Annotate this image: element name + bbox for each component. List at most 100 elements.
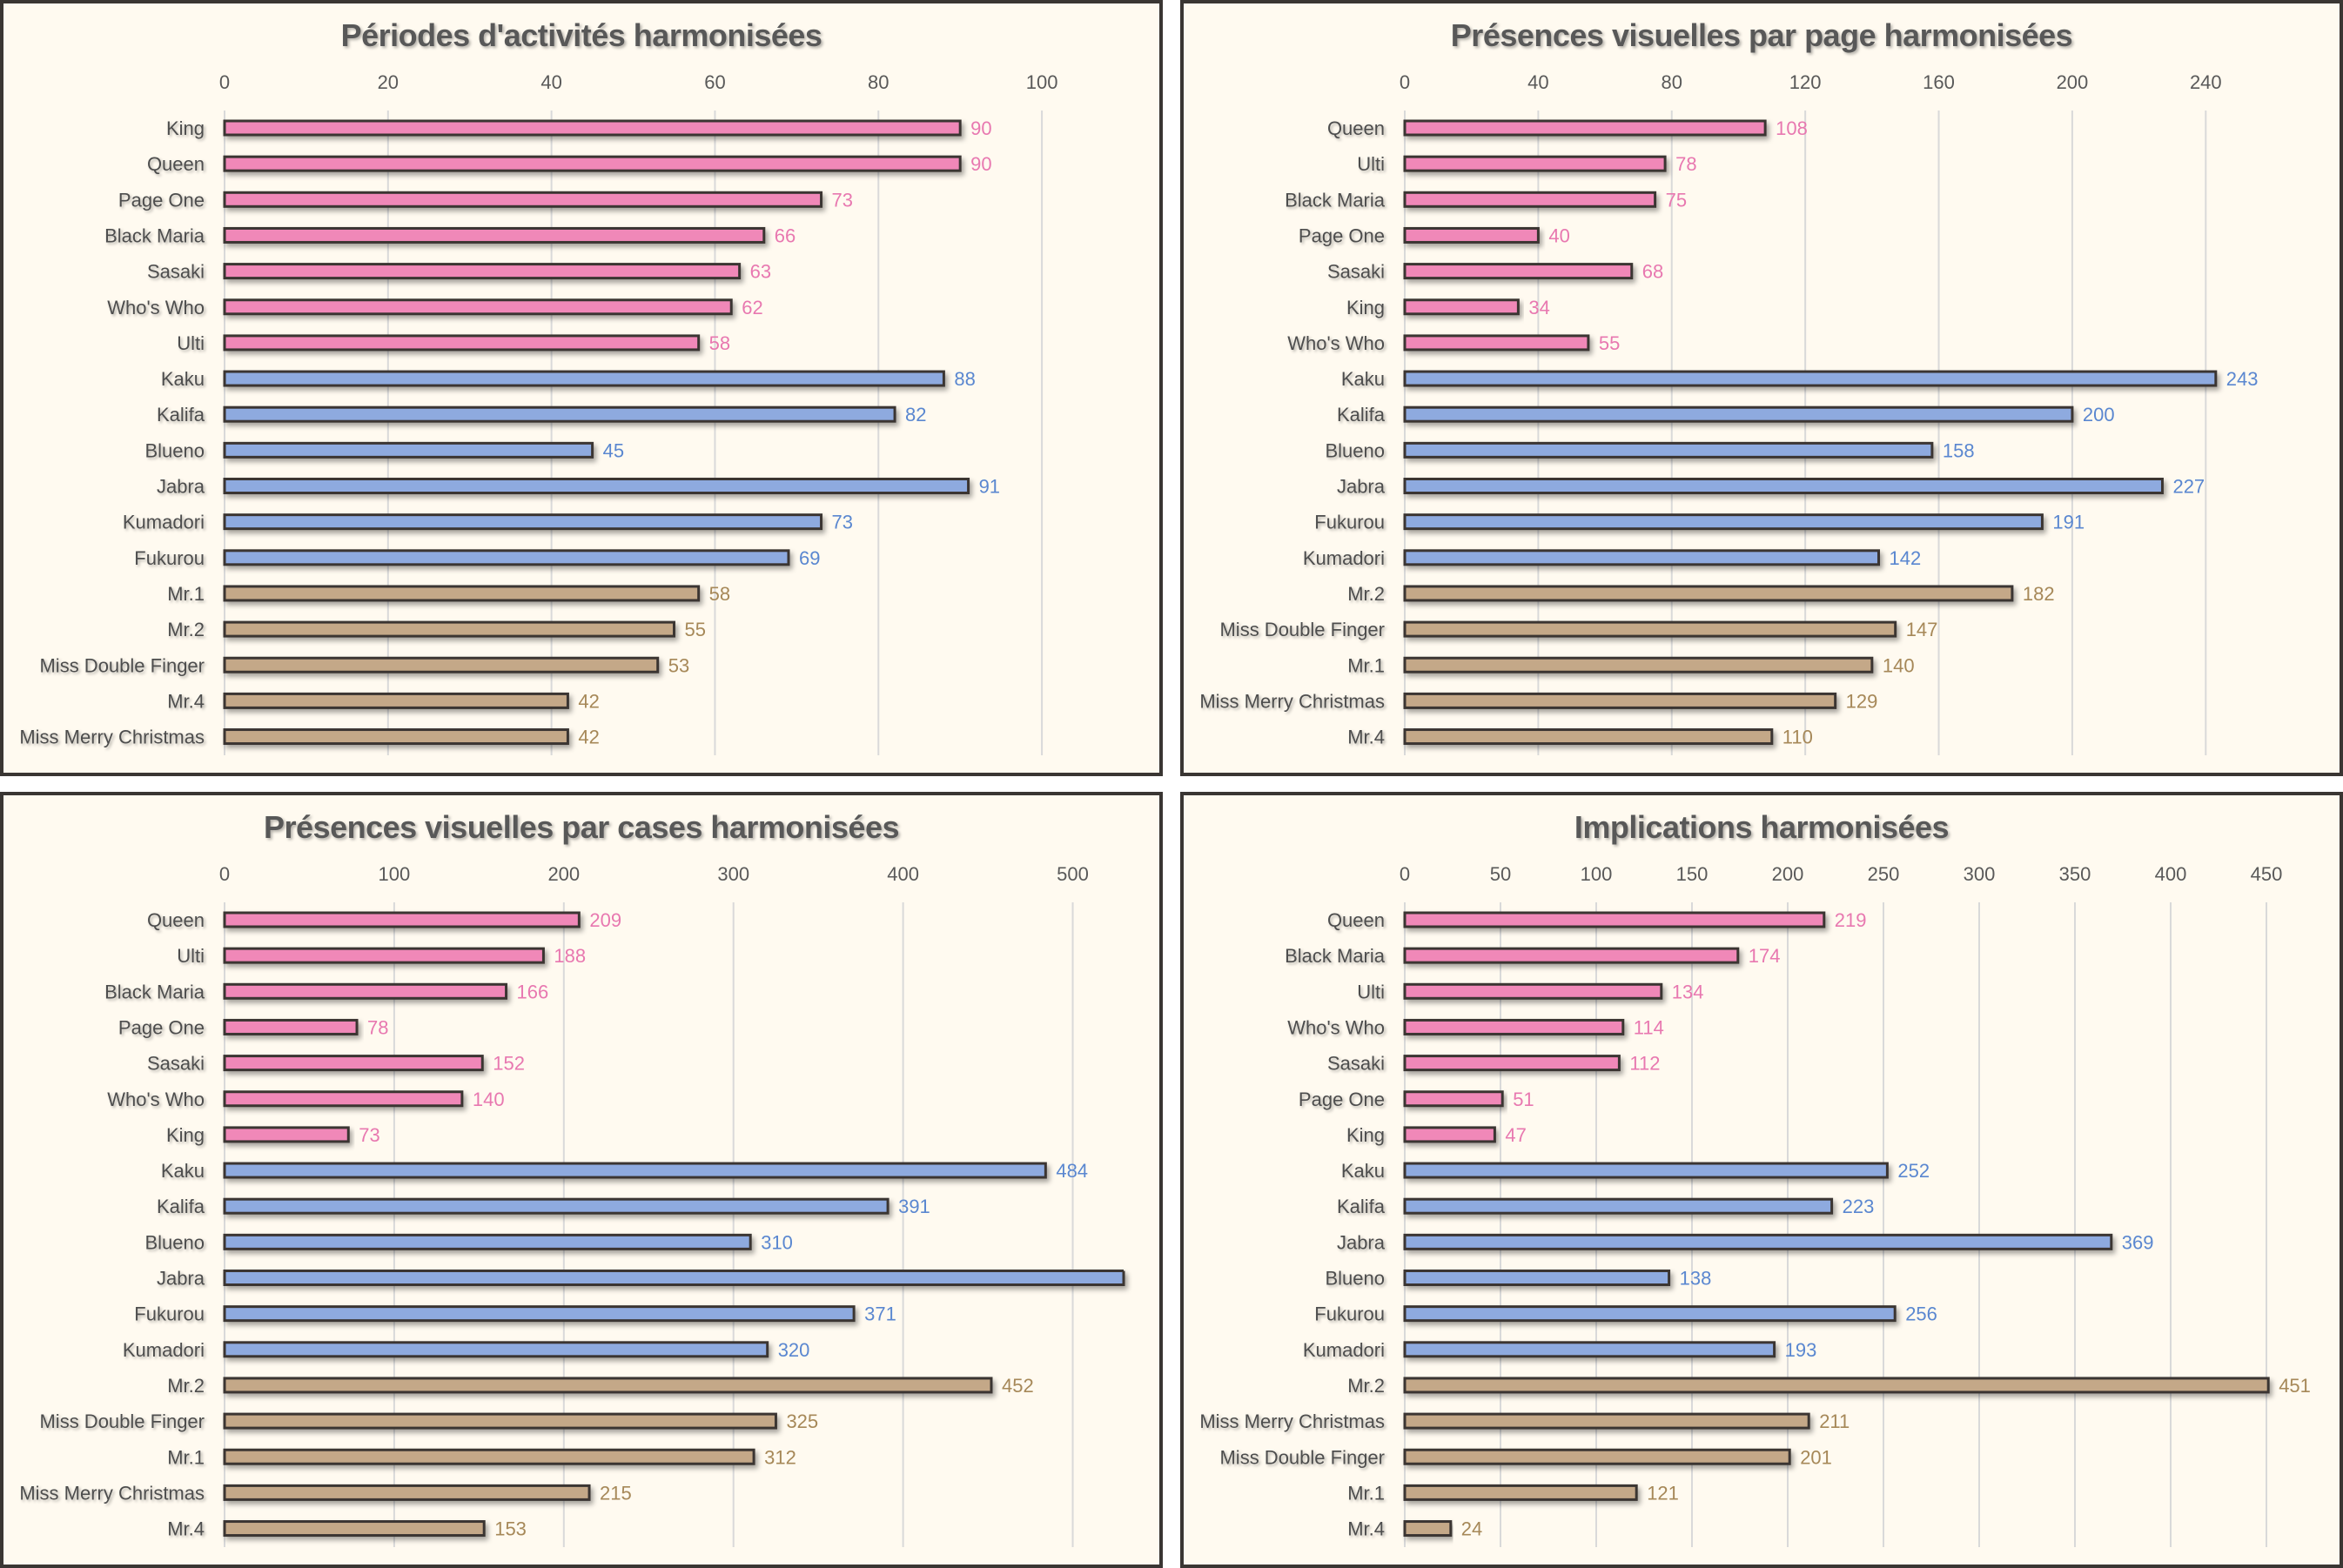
data-label: 66 [775,224,796,246]
bar-pink [223,982,508,1000]
data-label: 82 [905,404,926,426]
tick-label: 0 [1400,71,1410,93]
bar-pink [1403,911,1826,928]
category-label: King [166,117,205,139]
category-label: King [1346,1124,1385,1146]
bar-blue [1403,441,1934,459]
data-label: 121 [1647,1482,1679,1504]
category-label: Miss Merry Christmas [1199,690,1385,712]
category-label: Page One [118,189,205,211]
bar-tan [1403,692,1837,709]
bar-blue [223,513,823,531]
category-label: Miss Merry Christmas [1199,1411,1385,1432]
data-label: 90 [970,117,991,139]
tick-label: 200 [1772,863,1804,885]
bar-tan [1403,1448,1791,1465]
category-label: Black Maria [104,224,205,246]
data-label: 55 [1599,332,1620,354]
bar-pink [1403,191,1657,208]
category-label: King [1346,297,1385,318]
category-label: Ulti [1357,981,1385,1002]
tick-label: 0 [219,863,230,885]
bar-tan [223,1412,777,1430]
bar-blue [1403,405,2074,423]
data-label: 134 [1672,981,1704,1002]
bar-blue [1403,370,2218,387]
bar-pink [223,298,733,316]
bar-pink [223,947,545,964]
category-label: Blueno [1325,1268,1385,1290]
bar-blue [1403,1233,2113,1250]
category-label: Page One [118,1016,205,1038]
data-label: 112 [1629,1053,1660,1075]
bar-tan [223,656,660,673]
category-label: Who's Who [107,1089,205,1110]
category-label: Mr.1 [167,1446,205,1468]
bar-pink [1403,334,1590,352]
bar-pink [223,1018,359,1035]
data-label: 40 [1548,224,1569,246]
category-label: Miss Double Finger [1219,619,1385,640]
data-label: 78 [1675,153,1696,175]
data-label: 211 [1819,1411,1850,1432]
data-label: 138 [1680,1268,1712,1290]
data-label: 140 [1883,654,1915,676]
bar-pink [1403,226,1540,244]
data-label: 88 [954,368,975,390]
data-label: 227 [2172,476,2205,498]
data-label: 325 [786,1411,818,1432]
bar-blue [223,1270,1125,1286]
category-label: Mr.1 [1347,1482,1385,1504]
bar-blue [1403,1341,1776,1358]
bar-blue [1403,1305,1897,1323]
bar-blue [223,1162,1047,1179]
data-label: 45 [603,439,624,461]
data-label: 90 [970,153,991,175]
bar-blue [223,1233,752,1250]
category-label: Ulti [177,332,205,354]
data-label: 191 [2052,512,2085,533]
data-label: 63 [750,261,771,283]
data-label: 73 [832,512,853,533]
data-label: 451 [2279,1375,2311,1397]
bar-blue [1403,1197,1834,1215]
data-label: 68 [1642,261,1663,283]
data-label: 209 [589,909,621,931]
data-label: 153 [494,1518,527,1540]
category-label: Mr.2 [1347,1375,1385,1397]
category-label: Who's Who [1287,332,1385,354]
data-label: 110 [1782,727,1813,748]
category-label: Miss Double Finger [39,654,205,676]
data-label: 188 [554,945,586,967]
data-label: 200 [2083,404,2115,426]
data-label: 147 [1906,619,1938,640]
data-label: 129 [1846,690,1878,712]
tick-label: 80 [1662,71,1682,93]
category-label: Kaku [1341,1160,1385,1182]
data-label: 47 [1505,1124,1526,1146]
bar-pink [1403,1090,1504,1108]
category-label: Mr.4 [1347,1518,1385,1540]
bar-blue [223,1197,890,1215]
tick-label: 160 [1923,71,1955,93]
bar-pink [1403,947,1740,964]
data-label: 371 [864,1303,896,1325]
category-label: Kaku [1341,368,1385,390]
bar-tan [223,1448,755,1465]
chart-panel-implications: Implications harmonisées 0 50 100 150 200 250… [1180,792,2343,1568]
data-label: 243 [2226,368,2259,390]
bar-pink [223,1126,350,1143]
tick-label: 0 [1400,863,1410,885]
category-label: Kaku [161,368,205,390]
data-label: 219 [1835,909,1867,931]
category-label: Kumadori [123,1339,205,1361]
data-label: 256 [1905,1303,1937,1325]
category-label: Mr.4 [167,1518,205,1540]
category-label: Fukurou [134,547,205,569]
bar-blue [1403,513,2044,531]
category-label: Mr.4 [1347,727,1385,748]
bar-tan [223,620,675,638]
chart-title: Présences visuelles par page harmonisées [1451,17,2072,53]
chart-panel-activity-periods: Périodes d'activités harmonisées 0 20 40 60… [0,0,1163,776]
data-label: 223 [1843,1196,1875,1217]
